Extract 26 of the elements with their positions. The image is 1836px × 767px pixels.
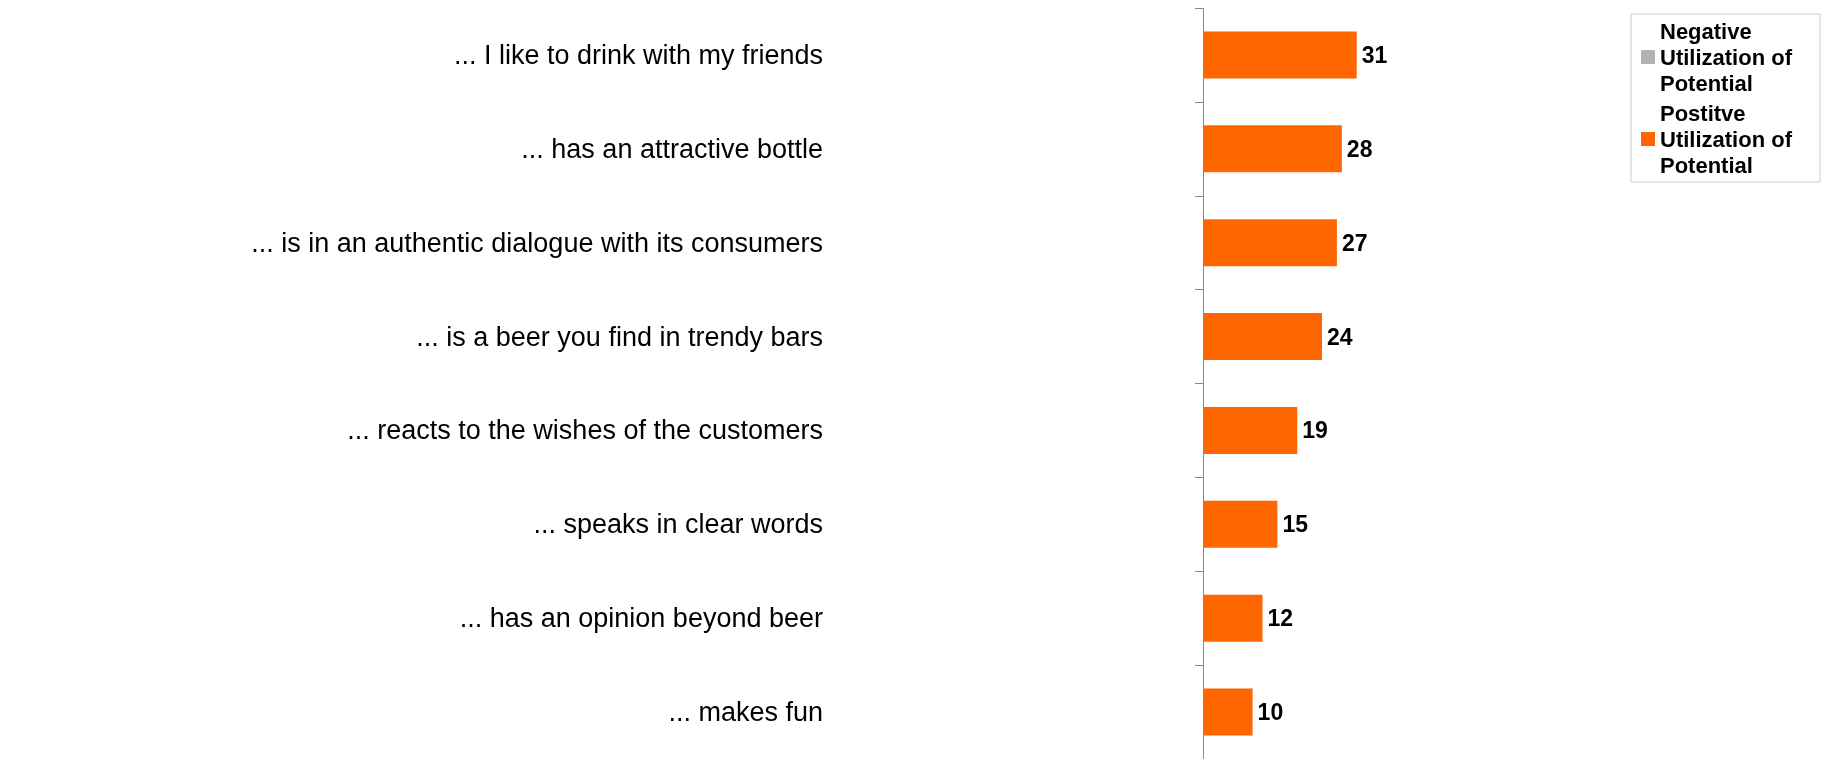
bar: [1203, 406, 1298, 454]
data-label: 28: [1346, 135, 1373, 162]
data-label: 12: [1267, 605, 1294, 632]
y-tick-label: ... is a beer you find in trendy bars: [416, 321, 823, 352]
data-label: 24: [1327, 323, 1353, 350]
y-tick-label: ... has an opinion beyond beer: [459, 603, 823, 634]
bar: [1203, 594, 1263, 642]
bar: [1203, 125, 1342, 173]
bar: [1203, 688, 1253, 736]
bar: [1203, 219, 1337, 267]
legend-label: Postitve Utilization of Potential: [1660, 100, 1799, 178]
data-label: 27: [1341, 229, 1368, 256]
bar: [1203, 313, 1323, 361]
data-label: 10: [1257, 699, 1284, 726]
data-label: 31: [1361, 41, 1388, 68]
legend-label: Negative Utilization of Potential: [1660, 18, 1799, 96]
bar: [1203, 31, 1357, 79]
y-tick-label: ... I like to drink with my friends: [453, 39, 823, 70]
y-tick-label: ... speaks in clear words: [533, 509, 823, 540]
bar: [1203, 500, 1278, 548]
data-label: 15: [1282, 511, 1309, 538]
y-tick-label: ... has an attractive bottle: [521, 133, 823, 164]
y-tick-label: ... reacts to the wishes of the customers: [347, 415, 823, 446]
y-tick-label: ... is in an authentic dialogue with its consumers: [251, 227, 823, 258]
data-label: 19: [1302, 417, 1328, 444]
y-tick-label: ... makes fun: [668, 697, 823, 728]
